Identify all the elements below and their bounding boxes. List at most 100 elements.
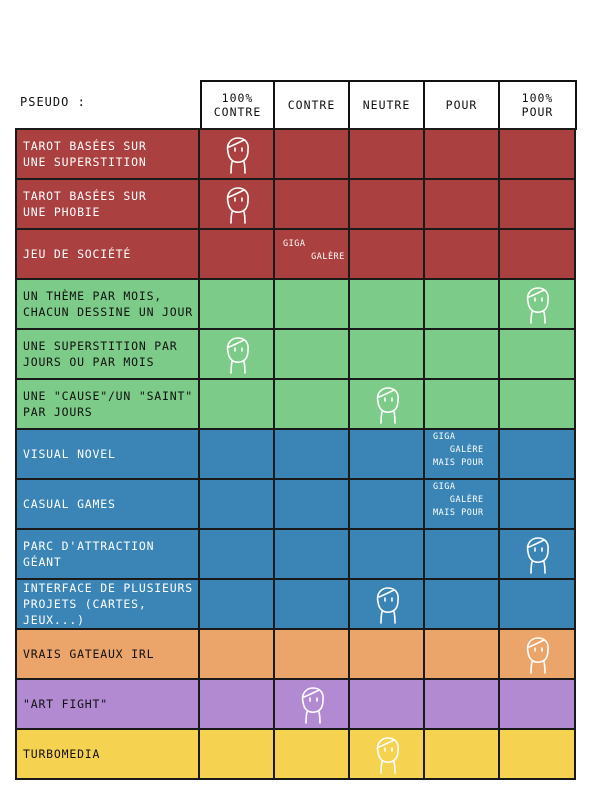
chart-row: PARC D'ATTRACTION GÉANT (15, 530, 576, 580)
grid-cell (500, 480, 576, 530)
row-label: TURBOMEDIA (15, 730, 200, 780)
grid-cell (500, 680, 576, 730)
doodle-face-icon (522, 534, 552, 574)
grid-cell (350, 480, 425, 530)
doodle-face-icon (222, 334, 252, 374)
row-label: VRAIS GATEAUX IRL (15, 630, 200, 680)
grid-cell (350, 680, 425, 730)
grid-cell (200, 730, 275, 780)
grid-cell (350, 430, 425, 480)
column-header-2: NEUTRE (350, 80, 425, 130)
grid-cell (200, 380, 275, 430)
grid-cell (500, 180, 576, 230)
grid-cell (275, 430, 350, 480)
grid-cell (350, 530, 425, 580)
chart-row: TURBOMEDIA (15, 730, 576, 780)
grid-cell (275, 330, 350, 380)
grid-cell (350, 180, 425, 230)
row-label: TAROT BASÉES SUR UNE SUPERSTITION (15, 128, 200, 180)
row-label: INTERFACE DE PLUSIEURS PROJETS (CARTES, … (15, 580, 200, 630)
grid-cell (200, 680, 275, 730)
grid-cell (425, 180, 500, 230)
doodle-face-icon (222, 184, 252, 224)
grid-cell (425, 430, 500, 480)
cell-note: GIGA GALÈRE MAIS POUR (433, 482, 484, 518)
grid-cell (200, 128, 275, 180)
grid-cell (275, 128, 350, 180)
row-label: VISUAL NOVEL (15, 430, 200, 480)
row-label: CASUAL GAMES (15, 480, 200, 530)
doodle-face-icon (372, 734, 402, 774)
column-header-4: 100% POUR (500, 80, 577, 130)
row-label: UN THÈME PAR MOIS, CHACUN DESSINE UN JOU… (15, 280, 200, 330)
grid-cell (200, 230, 275, 280)
grid-cell (425, 128, 500, 180)
grid-cell (350, 280, 425, 330)
grid-cell (350, 330, 425, 380)
grid-cell (500, 128, 576, 180)
doodle-face-icon (372, 584, 402, 624)
doodle-face-icon (222, 134, 252, 174)
grid-cell (425, 330, 500, 380)
grid-cell (200, 530, 275, 580)
cell-note: GIGA GALÈRE (283, 239, 345, 262)
grid-cell (275, 380, 350, 430)
grid-cell (200, 580, 275, 630)
pseudo-label: PSEUDO : (20, 95, 86, 109)
grid-cell (500, 380, 576, 430)
grid-cell (425, 230, 500, 280)
chart-row: UNE "CAUSE"/UN "SAINT" PAR JOURS (15, 380, 576, 430)
doodle-face-icon (522, 284, 552, 324)
chart-row: TAROT BASÉES SUR UNE PHOBIE (15, 180, 576, 230)
column-header-0: 100% CONTRE (200, 80, 275, 130)
grid-cell (500, 580, 576, 630)
chart-row: TAROT BASÉES SUR UNE SUPERSTITION (15, 128, 576, 180)
chart-row: JEU DE SOCIÉTÉ GIGA GALÈRE (15, 230, 576, 280)
grid-cell (425, 580, 500, 630)
grid-cell (425, 280, 500, 330)
grid-cell (200, 480, 275, 530)
grid-cell (350, 630, 425, 680)
grid-cell (425, 530, 500, 580)
grid-cell (425, 380, 500, 430)
chart-row: UN THÈME PAR MOIS, CHACUN DESSINE UN JOU… (15, 280, 576, 330)
grid-cell (275, 530, 350, 580)
grid-cell (425, 630, 500, 680)
grid-cell (275, 630, 350, 680)
chart-row: INTERFACE DE PLUSIEURS PROJETS (CARTES, … (15, 580, 576, 630)
grid-cell (275, 480, 350, 530)
grid-cell (500, 330, 576, 380)
grid-cell (425, 730, 500, 780)
doodle-face-icon (522, 634, 552, 674)
doodle-face-icon (372, 384, 402, 424)
grid-cell (350, 230, 425, 280)
chart-row: VISUAL NOVEL GIGA GALÈRE MAIS POUR (15, 430, 576, 480)
row-label: UNE SUPERSTITION PAR JOURS OU PAR MOIS (15, 330, 200, 380)
chart-row: UNE SUPERSTITION PAR JOURS OU PAR MOIS (15, 330, 576, 380)
grid-cell (425, 480, 500, 530)
row-label: JEU DE SOCIÉTÉ (15, 230, 200, 280)
cell-note: GIGA GALÈRE MAIS POUR (433, 432, 484, 468)
grid-cell (350, 128, 425, 180)
grid-cell (275, 180, 350, 230)
grid-cell (200, 280, 275, 330)
grid-cell (200, 630, 275, 680)
grid-cell (275, 280, 350, 330)
grid-cell (200, 430, 275, 480)
row-label: "ART FIGHT" (15, 680, 200, 730)
row-label: PARC D'ATTRACTION GÉANT (15, 530, 200, 580)
doodle-face-icon (297, 684, 327, 724)
grid-cell (275, 730, 350, 780)
grid-cell (275, 580, 350, 630)
grid-cell (275, 230, 350, 280)
chart-row: CASUAL GAMES GIGA GALÈRE MAIS POUR (15, 480, 576, 530)
row-label: UNE "CAUSE"/UN "SAINT" PAR JOURS (15, 380, 200, 430)
grid-cell (500, 230, 576, 280)
grid-cell (425, 680, 500, 730)
column-header-1: CONTRE (275, 80, 350, 130)
chart-row: "ART FIGHT" (15, 680, 576, 730)
grid-cell (500, 430, 576, 480)
grid-cell (500, 730, 576, 780)
column-header-3: POUR (425, 80, 500, 130)
